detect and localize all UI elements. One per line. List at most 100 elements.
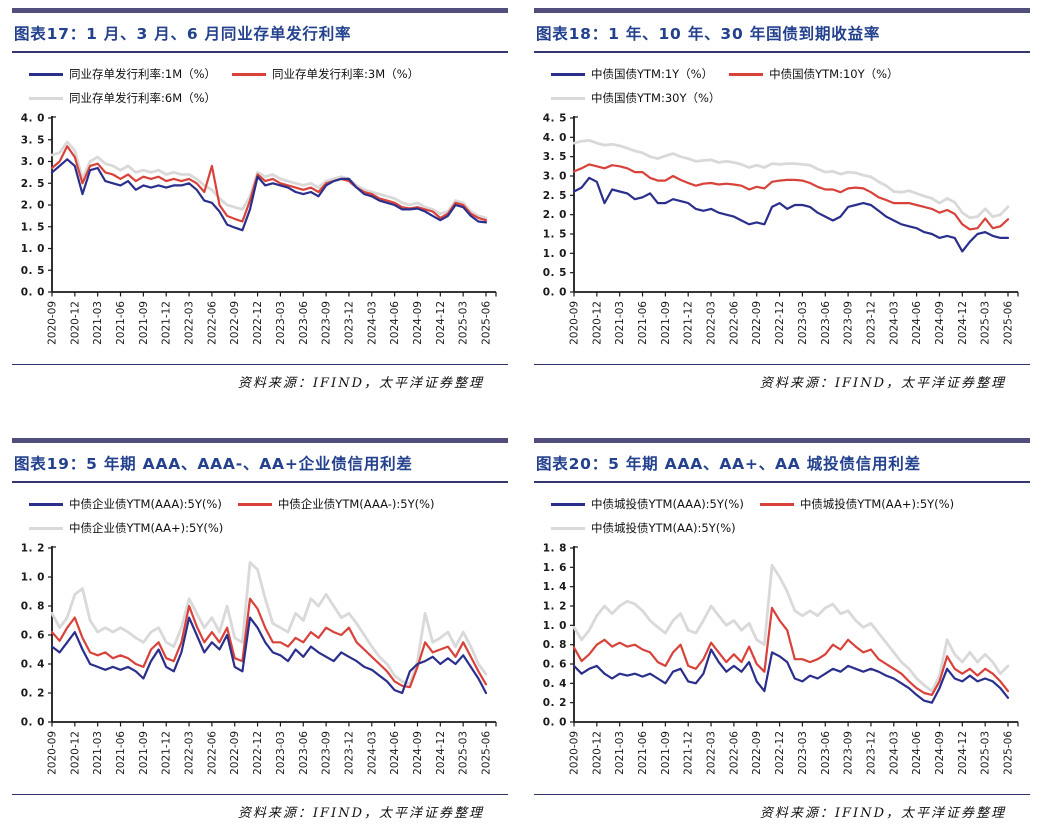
x-tick-label: 2024-09 [934, 731, 946, 775]
x-tick-label: 2021-03 [614, 731, 626, 775]
series-line-gray [572, 564, 1010, 693]
x-tick-label: 2024-03 [366, 731, 378, 775]
source-text: 资料来源：IFIND，太平洋证券整理 [237, 806, 484, 822]
y-tick-label: 0. 8 [21, 601, 45, 613]
legend-label: 中债国债YTM:1Y（%） [591, 67, 714, 81]
legend-marker-navy [29, 73, 63, 77]
legend-label: 中债企业债YTM(AAA):5Y(%) [69, 497, 222, 511]
x-tick-label: 2022-09 [229, 731, 241, 775]
x-tick-label: 2021-06 [115, 301, 127, 345]
x-tick-label: 2022-09 [229, 301, 241, 345]
figure-title-18: 图表18：1 年、10 年、30 年国债到期收益率 [536, 25, 881, 43]
source-row: 资料来源：IFIND，太平洋证券整理 [12, 364, 508, 391]
x-tick-label: 2021-12 [683, 731, 695, 775]
x-tick-label: 2024-12 [957, 301, 969, 345]
legend-marker-red [759, 503, 794, 507]
y-tick-label: 3. 5 [21, 134, 45, 146]
panel-top-bar [12, 8, 508, 13]
x-tick-label: 2021-09 [138, 301, 150, 345]
x-tick-label: 2024-06 [911, 301, 923, 345]
x-tick-label: 2024-12 [435, 301, 447, 345]
x-tick-label: 2022-12 [774, 301, 786, 345]
x-tick-label: 2021-09 [660, 731, 672, 775]
x-tick-label: 2023-09 [843, 301, 855, 345]
chart-legend: 中债企业债YTM(AAA):5Y(%) 中债企业债YTM(AAA-):5Y(%) 中… [29, 495, 491, 538]
y-tick-label: 1. 0 [21, 572, 45, 584]
chart-legend: 同业存单发行利率:1M（%） 同业存单发行利率:3M（%） 同业存单发行利率:6M（… [29, 65, 491, 108]
x-tick-label: 2024-12 [957, 731, 969, 775]
legend-item: 同业存单发行利率:6M（%） [29, 89, 216, 109]
series-line-red [50, 597, 488, 689]
x-tick-label: 2020-12 [591, 301, 603, 345]
x-tick-label: 2024-09 [412, 731, 424, 775]
y-tick-label: 1. 0 [543, 248, 567, 260]
legend-marker-gray [29, 526, 63, 530]
x-tick-label: 2020-09 [569, 301, 581, 345]
legend-label: 中债企业债YTM(AAA-):5Y(%) [277, 497, 435, 511]
y-tick-label: 4. 0 [543, 132, 567, 144]
legend-marker-red [237, 503, 272, 507]
x-tick-label: 2023-09 [321, 301, 333, 345]
x-tick-label: 2022-06 [728, 731, 740, 775]
y-tick-label: 0. 2 [543, 697, 567, 709]
x-tick-label: 2024-09 [412, 301, 424, 345]
y-tick-label: 1. 5 [543, 229, 567, 241]
x-tick-label: 2022-03 [706, 731, 718, 775]
x-tick-label: 2021-12 [161, 301, 173, 345]
y-tick-label: 1. 0 [21, 243, 45, 255]
x-tick-label: 2024-03 [366, 301, 378, 345]
legend-marker-navy [551, 503, 585, 507]
y-tick-label: 2. 0 [21, 200, 45, 212]
x-tick-label: 2025-06 [481, 301, 493, 345]
y-tick-label: 0. 5 [543, 267, 567, 279]
legend-marker-navy [551, 73, 585, 77]
source-row: 资料来源：IFIND，太平洋证券整理 [534, 364, 1030, 391]
x-tick-label: 2023-06 [298, 301, 310, 345]
x-tick-label: 2020-09 [47, 301, 59, 345]
series-line-navy [50, 158, 488, 232]
x-tick-label: 2022-12 [252, 731, 264, 775]
y-tick-label: 3. 0 [543, 171, 567, 183]
x-tick-label: 2024-03 [888, 731, 900, 775]
x-tick-label: 2022-03 [184, 301, 196, 345]
x-tick-label: 2020-12 [69, 301, 81, 345]
figure-panel-17: 图表17：1 月、3 月、6 月同业存单发行利率 同业存单发行利率:1M（%）同… [0, 0, 522, 430]
legend-item: 中债城投债YTM(AA):5Y(%) [551, 519, 736, 539]
x-tick-label: 2021-12 [683, 301, 695, 345]
y-tick-label: 1. 8 [543, 543, 567, 555]
legend-label: 同业存单发行利率:3M（%） [272, 67, 420, 81]
x-tick-label: 2024-06 [911, 731, 923, 775]
x-tick-label: 2020-09 [47, 731, 59, 775]
legend-label: 中债国债YTM:30Y（%） [591, 90, 721, 105]
series-line-navy [572, 176, 1010, 253]
figure-panel-18: 图表18：1 年、10 年、30 年国债到期收益率 中债国债YTM:1Y（%） 中… [522, 0, 1044, 430]
x-tick-label: 2021-03 [92, 301, 104, 345]
y-tick-label: 1. 6 [543, 562, 567, 574]
x-tick-label: 2024-09 [934, 301, 946, 345]
x-tick-label: 2023-12 [343, 731, 355, 775]
source-row: 资料来源：IFIND，太平洋证券整理 [12, 794, 508, 821]
x-tick-label: 2023-03 [275, 731, 287, 775]
legend-item: 中债企业债YTM(AAA-):5Y(%) [237, 495, 435, 515]
figure-title-17: 图表17：1 月、3 月、6 月同业存单发行利率 [14, 25, 352, 43]
x-tick-label: 2025-06 [1003, 731, 1015, 775]
chart-area-19: 0. 0 0. 2 0. 4 0. 6 0. 8 1. 0 1. 2 2020-09 2020-… [12, 540, 508, 790]
legend-label: 中债城投债YTM(AA):5Y(%) [591, 520, 736, 535]
line-chart: 0. 0 0. 5 1. 0 1. 5 2. 0 2. 5 3. 0 3. 5 4. 0 4. 5… [543, 113, 1019, 345]
x-tick-label: 2022-12 [252, 301, 264, 345]
y-tick-label: 3. 5 [543, 151, 567, 163]
x-tick-label: 2021-12 [161, 731, 173, 775]
x-tick-label: 2023-06 [298, 731, 310, 775]
legend-marker-gray [551, 96, 585, 100]
y-tick-label: 1. 5 [21, 221, 45, 233]
chart-area-20: 0. 0 0. 2 0. 4 0. 6 0. 8 1. 0 1. 2 1. 4 1. 6 1. 8… [534, 540, 1030, 790]
x-tick-label: 2023-09 [843, 731, 855, 775]
title-rule [12, 51, 508, 53]
figure-title-20: 图表20：5 年期 AAA、AA+、AA 城投债信用利差 [536, 455, 921, 473]
x-tick-label: 2024-06 [389, 301, 401, 345]
y-tick-label: 0. 4 [543, 678, 567, 690]
legend-label: 中债城投债YTM(AA+):5Y(%) [799, 497, 955, 511]
figure-panel-19: 图表19：5 年期 AAA、AAA-、AA+企业债信用利差 中债企业债YTM(A… [0, 430, 522, 832]
x-tick-label: 2022-06 [206, 731, 218, 775]
